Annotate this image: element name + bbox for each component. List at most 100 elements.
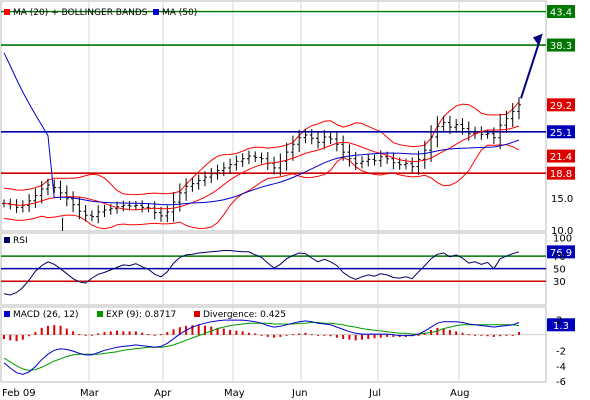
x-tick-label: Feb 09 xyxy=(2,388,36,399)
price-bar xyxy=(517,96,521,120)
divergence-bar xyxy=(72,331,75,335)
divergence-bar xyxy=(109,331,112,335)
price-bar xyxy=(322,129,327,150)
price-level-tag-box xyxy=(547,38,575,52)
divergence-bar xyxy=(3,334,5,340)
divergence-bar xyxy=(141,332,144,335)
macd-tick-label: -2 xyxy=(556,346,566,357)
divergence-bar xyxy=(354,334,357,341)
divergence-bar xyxy=(442,328,445,335)
divergence-bar xyxy=(291,334,294,336)
price-level-tag-text: 29.2 xyxy=(550,101,572,112)
price-level-tag-box xyxy=(547,166,575,180)
divergence-bar xyxy=(78,334,81,336)
macd-value-tag-text: 1.3 xyxy=(553,321,569,332)
price-bar xyxy=(228,158,233,174)
macd-tick-label: -4 xyxy=(556,362,566,373)
price-bar xyxy=(140,200,145,213)
legend-swatch-macd xyxy=(4,311,10,317)
legend-ma50-label: MA (50) xyxy=(162,8,197,18)
divergence-bar xyxy=(379,334,382,338)
divergence-bar xyxy=(373,334,376,339)
legend-swatch-divergence xyxy=(194,311,200,317)
divergence-bar xyxy=(448,329,451,335)
macd-tick-label: 2 xyxy=(556,315,562,326)
moving-averages xyxy=(3,33,543,211)
price-bar xyxy=(460,118,465,135)
price-bar xyxy=(334,131,339,152)
divergence-bar xyxy=(273,334,276,338)
divergence-bar xyxy=(511,334,514,336)
rsi-tick-label: 70 xyxy=(553,252,566,263)
divergence-bar xyxy=(216,327,219,335)
rsi-tick-label: 100 xyxy=(553,233,572,244)
rsi-legend: RSI xyxy=(4,236,28,246)
price-bar xyxy=(184,178,189,201)
bollinger-bands xyxy=(3,101,520,230)
rsi-value-tag-box xyxy=(547,245,575,259)
price-bar xyxy=(441,116,446,133)
price-bar xyxy=(454,119,459,133)
x-tick-label: Mar xyxy=(80,388,100,399)
price-level-tag-box xyxy=(547,98,575,112)
divergence-bar xyxy=(266,334,269,337)
divergence-bar xyxy=(147,334,150,336)
divergence-bar xyxy=(166,332,169,335)
macd-panel-frame xyxy=(0,306,547,383)
divergence-bar xyxy=(241,331,244,335)
legend-swatch-signal xyxy=(97,311,103,317)
divergence-bar xyxy=(172,329,175,335)
price-panel-frame xyxy=(0,0,547,232)
price-bar xyxy=(27,194,32,213)
divergence-bar xyxy=(505,334,508,336)
price-bar xyxy=(385,151,390,164)
divergence-bar xyxy=(304,332,307,335)
divergence-bar xyxy=(492,334,495,337)
rsi-series xyxy=(1,250,546,296)
divergence-bar xyxy=(128,331,131,335)
price-bar xyxy=(410,157,415,173)
price-level-tag-text: 25.1 xyxy=(550,128,572,139)
divergence-bar xyxy=(499,334,502,337)
price-level-tag: 18.8 xyxy=(547,166,575,180)
price-bar xyxy=(215,164,220,180)
divergence-bar xyxy=(134,331,137,335)
divergence-bar xyxy=(518,332,520,335)
x-tick-label: May xyxy=(224,388,245,399)
price-bar xyxy=(159,206,164,222)
legend-rsi-label: RSI xyxy=(13,236,28,246)
divergence-bar xyxy=(342,334,345,340)
macd-value-tag: 1.3 xyxy=(547,318,575,332)
price-bar xyxy=(303,129,308,144)
price-level-tag: 21.4 xyxy=(547,149,575,163)
price-bar xyxy=(498,113,503,150)
price-bar xyxy=(39,181,44,204)
price-bar xyxy=(240,153,245,167)
price-level-tag-box xyxy=(547,5,575,19)
rsi-value-tag: 76.9 xyxy=(547,245,575,259)
price-bar xyxy=(190,178,195,192)
price-bar xyxy=(64,185,69,207)
divergence-bar xyxy=(229,329,232,335)
price-bar xyxy=(127,201,132,211)
divergence-bar xyxy=(153,334,156,336)
divergence-bar xyxy=(59,325,62,335)
horizontal-levels xyxy=(1,10,546,174)
legend-divergence-label: Divergence: 0.425 xyxy=(203,310,286,320)
price-bar xyxy=(510,103,515,127)
price-bar xyxy=(83,204,88,222)
divergence-bar xyxy=(160,334,163,336)
legend-swatch-ma20 xyxy=(4,9,10,15)
price-bar xyxy=(196,174,201,190)
legend-signal-label: EXP (9): 0.8717 xyxy=(106,310,176,320)
divergence-bar xyxy=(97,333,100,335)
price-bar xyxy=(77,196,82,220)
divergence-bar xyxy=(417,334,420,336)
price-bar xyxy=(234,155,239,171)
ma50-line xyxy=(3,52,520,206)
divergence-bar xyxy=(335,334,338,338)
price-bar xyxy=(416,151,421,175)
divergence-bar xyxy=(178,327,181,335)
